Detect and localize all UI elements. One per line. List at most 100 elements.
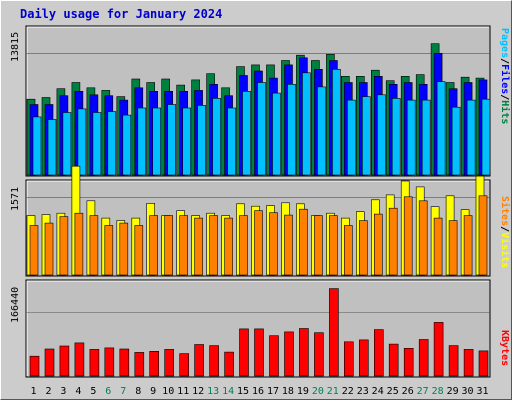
x-tick-label: 19 bbox=[297, 386, 309, 397]
bar-sites bbox=[343, 225, 353, 276]
bar-pages bbox=[346, 99, 356, 176]
bar-kbytes bbox=[373, 329, 384, 377]
x-tick-label: 12 bbox=[192, 386, 204, 397]
x-tick-label: 21 bbox=[327, 386, 339, 397]
bar-sites bbox=[373, 213, 383, 276]
bar-sites bbox=[463, 215, 473, 276]
bar-pages bbox=[406, 99, 416, 176]
bar-sites bbox=[314, 215, 323, 276]
bar-kbytes bbox=[433, 322, 444, 377]
bar-pages bbox=[302, 72, 311, 176]
bar-sites bbox=[89, 215, 99, 276]
x-tick-label: 11 bbox=[177, 386, 189, 397]
bar-pages bbox=[257, 82, 266, 176]
bar-pages bbox=[107, 111, 117, 176]
bar-sites bbox=[149, 215, 158, 276]
x-tick-label: 25 bbox=[387, 386, 399, 397]
bar-kbytes bbox=[284, 331, 294, 377]
bar-pages bbox=[32, 116, 42, 176]
bar-sites bbox=[299, 208, 308, 276]
bar-sites bbox=[44, 222, 54, 276]
bar-kbytes bbox=[418, 339, 429, 377]
bar-pages bbox=[272, 92, 281, 176]
bar-sites bbox=[119, 222, 129, 276]
x-tick-label: 28 bbox=[432, 386, 444, 397]
bar-kbytes bbox=[224, 351, 234, 377]
bar-sites bbox=[433, 217, 443, 276]
bar-pages bbox=[391, 98, 401, 176]
x-tick-label: 20 bbox=[312, 386, 324, 397]
bar-pages bbox=[466, 99, 476, 176]
bar-sites bbox=[164, 215, 173, 276]
bar-kbytes bbox=[239, 328, 249, 377]
x-tick-label: 15 bbox=[237, 386, 249, 397]
x-tick-label: 29 bbox=[447, 386, 459, 397]
bar-pages bbox=[212, 98, 221, 176]
x-tick-label: 4 bbox=[75, 386, 81, 397]
bar-pages bbox=[167, 104, 176, 176]
bar-kbytes bbox=[119, 348, 130, 377]
bar-kbytes bbox=[388, 343, 399, 377]
bar-kbytes bbox=[59, 345, 70, 377]
bar-sites bbox=[478, 195, 488, 276]
bar-kbytes bbox=[403, 347, 414, 377]
bar-pages bbox=[47, 119, 57, 176]
bar-kbytes bbox=[44, 348, 55, 377]
bar-pages bbox=[287, 84, 296, 176]
bar-pages bbox=[227, 107, 236, 176]
x-tick-label: 3 bbox=[60, 386, 66, 397]
bar-kbytes bbox=[343, 341, 354, 377]
x-tick-label: 9 bbox=[150, 386, 156, 397]
bar-kbytes bbox=[104, 347, 115, 377]
bar-sites bbox=[239, 215, 248, 276]
bar-sites bbox=[269, 212, 278, 276]
bar-sites bbox=[254, 210, 263, 276]
bar-kbytes bbox=[329, 288, 339, 377]
bar-pages bbox=[451, 106, 461, 176]
bar-pages bbox=[152, 107, 161, 176]
bar-kbytes bbox=[29, 355, 40, 377]
bar-pages bbox=[92, 112, 102, 176]
x-tick-label: 7 bbox=[120, 386, 126, 397]
chart-title: Daily usage for January 2024 bbox=[20, 7, 223, 21]
bar-sites bbox=[59, 216, 69, 276]
bar-sites bbox=[329, 215, 338, 276]
x-tick-label: 31 bbox=[476, 386, 488, 397]
x-tick-label: 26 bbox=[402, 386, 414, 397]
x-tick-label: 23 bbox=[357, 386, 369, 397]
x-tick-label: 2 bbox=[45, 386, 51, 397]
bar-sites bbox=[134, 225, 144, 276]
bar-kbytes bbox=[463, 349, 474, 377]
bar-sites bbox=[209, 215, 218, 276]
x-tick-label: 16 bbox=[252, 386, 264, 397]
x-tick-label: 14 bbox=[222, 386, 234, 397]
bar-pages bbox=[361, 96, 371, 176]
bar-pages bbox=[421, 99, 431, 176]
bar-pages bbox=[122, 114, 132, 176]
bar-pages bbox=[62, 112, 72, 176]
bar-sites bbox=[194, 217, 203, 276]
bar-pages bbox=[137, 107, 147, 176]
x-tick-label: 6 bbox=[105, 386, 111, 397]
x-tick-label: 1 bbox=[30, 386, 36, 397]
bar-sites bbox=[224, 217, 233, 276]
bar-kbytes bbox=[254, 328, 264, 377]
bar-pages bbox=[376, 94, 386, 176]
bar-pages bbox=[332, 69, 341, 176]
bar-pages bbox=[242, 91, 251, 176]
bar-kbytes bbox=[74, 342, 85, 377]
bar-kbytes bbox=[314, 332, 324, 377]
x-tick-label: 17 bbox=[267, 386, 279, 397]
x-tick-label: 30 bbox=[461, 386, 473, 397]
bar-kbytes bbox=[269, 335, 279, 377]
bar-sites bbox=[284, 214, 293, 276]
bar-sites bbox=[388, 207, 398, 276]
bar-pages bbox=[436, 81, 446, 176]
bar-kbytes bbox=[478, 350, 489, 377]
bar-sites bbox=[29, 225, 39, 276]
bar-kbytes bbox=[358, 339, 369, 377]
x-tick-label: 5 bbox=[90, 386, 96, 397]
bar-sites bbox=[179, 215, 188, 276]
